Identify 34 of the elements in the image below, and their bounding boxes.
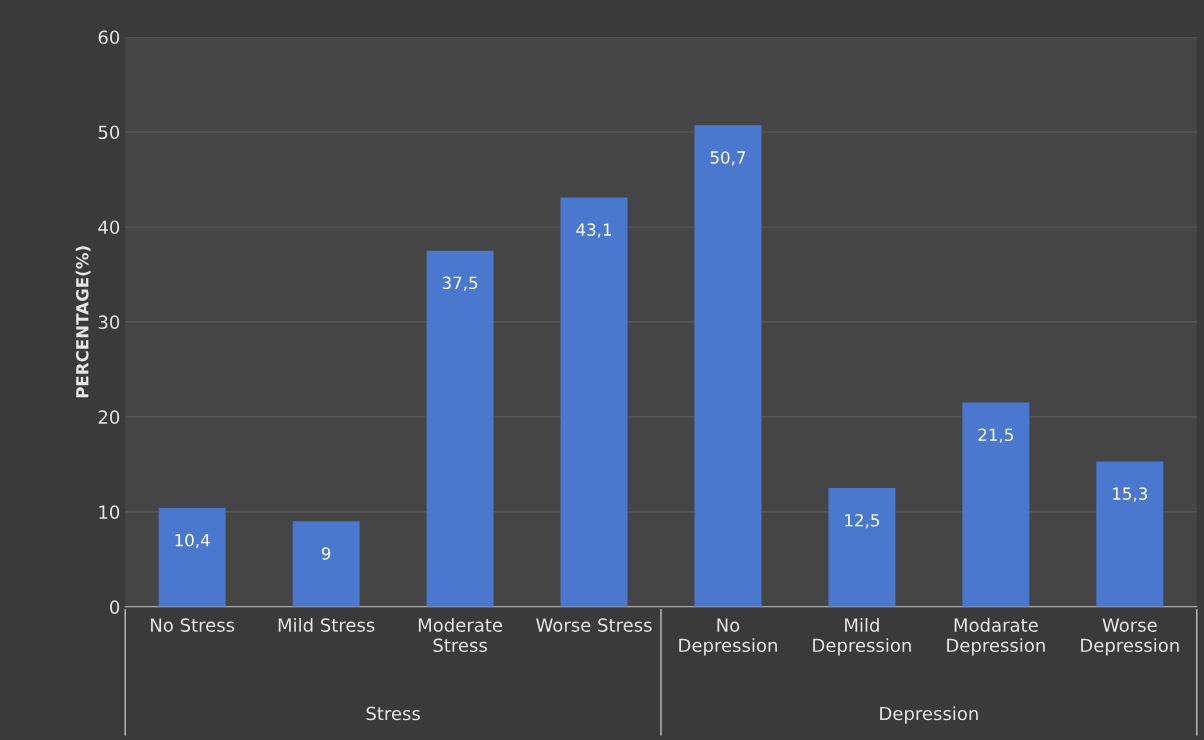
data-label: 50,7 <box>710 151 746 166</box>
x-tick-label: No Stress <box>151 618 235 632</box>
y-tick-label: 40 <box>98 220 120 235</box>
y-tick-label: 20 <box>98 410 120 424</box>
y-axis-title: PERCENTAGE(%) <box>75 246 91 398</box>
data-label: 12,5 <box>845 513 880 529</box>
data-label: 37,5 <box>442 276 478 291</box>
x-tick-label: Modarate Depression <box>947 617 1045 656</box>
y-tick-label: 50 <box>98 125 120 140</box>
bar <box>828 488 896 607</box>
y-tick-label: 10 <box>99 505 120 519</box>
data-label: 15,3 <box>1113 487 1148 502</box>
x-tick-label: Mild Depression <box>813 617 911 656</box>
y-tick-label: 0 <box>110 600 120 614</box>
bar <box>962 402 1030 607</box>
x-tick-label: Mild Stress <box>278 617 375 632</box>
text: Stress <box>366 706 420 721</box>
bar <box>560 197 628 607</box>
x-tick-label: Moderate Stress <box>418 617 503 653</box>
bar <box>1096 461 1164 607</box>
data-label: 43,1 <box>576 223 612 238</box>
bar <box>694 125 762 607</box>
bar <box>292 521 360 607</box>
x-tick-label: Worse Stress <box>536 618 652 632</box>
y-tick-label: 60 <box>98 30 120 45</box>
text: Depression <box>880 706 978 724</box>
data-label: 21,5 <box>978 428 1013 443</box>
data-label: 9 <box>321 547 331 560</box>
data-label: 10,4 <box>175 533 210 549</box>
bar <box>158 508 226 607</box>
x-tick-label: Worse Depression <box>1081 618 1179 656</box>
bar <box>426 250 494 607</box>
y-tick-label: 30 <box>98 315 120 330</box>
x-tick-label: No Depression <box>679 618 777 656</box>
